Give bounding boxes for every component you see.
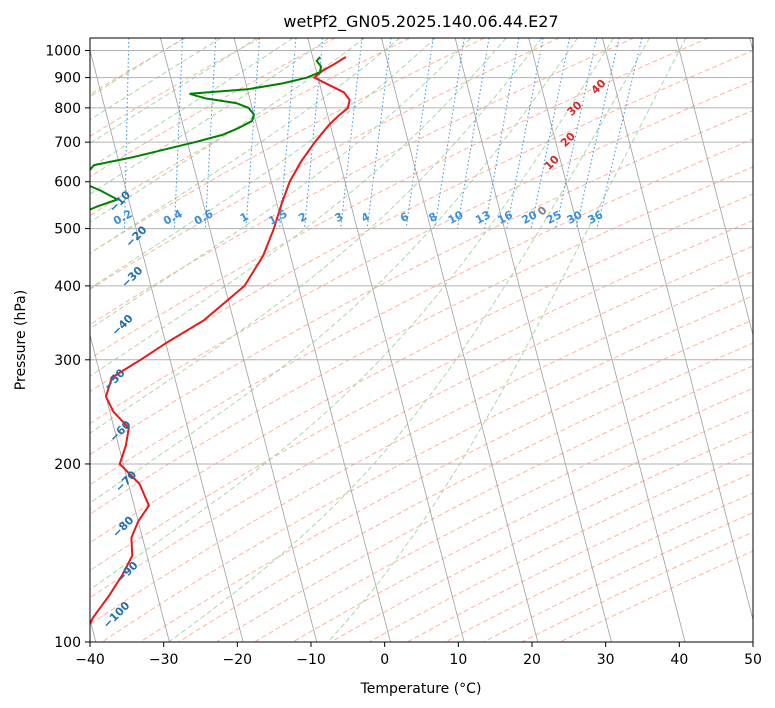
x-tick-label: 40	[670, 652, 688, 668]
dry-adiabat	[101, 295, 753, 642]
x-tick-label: −10	[296, 652, 326, 668]
moist-adiabat	[168, 38, 651, 642]
mixing-ratio-line	[530, 38, 571, 229]
mixing-ratio-line	[366, 38, 392, 229]
moist-adiabat	[90, 38, 507, 377]
x-tick-label: 10	[449, 652, 467, 668]
background-lines	[90, 38, 753, 642]
mixing-ratio-label: 13	[473, 208, 493, 227]
profiles	[90, 56, 351, 627]
mixing-ratio-line	[575, 38, 620, 229]
y-tick-label: 600	[54, 175, 81, 191]
mixing-ratio-label: 20	[520, 208, 540, 227]
y-tick-label: 800	[54, 101, 81, 117]
mixing-ratio-label: 16	[495, 208, 515, 227]
chart-title: wetPf2_GN05.2025.140.06.44.E27	[283, 12, 558, 32]
y-tick-label: 900	[54, 71, 81, 87]
x-tick-label: 0	[380, 652, 389, 668]
isotherm	[233, 38, 391, 642]
x-tick-label: −40	[75, 652, 105, 668]
isotherm	[602, 38, 753, 622]
isotherm	[90, 333, 170, 642]
dry-adiabat	[90, 245, 753, 599]
plot-frame	[89, 37, 754, 643]
isotherm	[307, 38, 465, 642]
dry-adiabat	[178, 342, 753, 642]
dry-adiabat	[90, 138, 753, 486]
dry-adiabat	[90, 109, 753, 456]
x-tick-label: −20	[223, 652, 253, 668]
y-tick-label: 500	[54, 222, 81, 238]
moist-adiabat	[90, 38, 471, 330]
isotherm	[528, 38, 686, 642]
dry-adiabat	[90, 38, 635, 326]
y-tick-label: 300	[54, 353, 81, 369]
dry-adiabat	[483, 512, 753, 642]
y-tick-label: 100	[54, 635, 81, 651]
y-axis-title: Pressure (hPa)	[13, 290, 29, 390]
moist-adiabat	[90, 38, 330, 195]
x-axis: −40 −30 −20 −10 0 10 20 30 40 50	[75, 642, 762, 668]
dry-adiabat	[90, 80, 753, 425]
temperature-profile	[90, 56, 351, 627]
mixing-ratio-line	[405, 38, 434, 229]
isotherm	[675, 38, 753, 337]
moist-adiabat	[90, 38, 543, 434]
mixing-ratio-line	[596, 38, 643, 229]
dry-adiabat	[90, 270, 753, 625]
dewpoint-profile	[90, 56, 323, 211]
y-tick-label: 1000	[45, 44, 81, 60]
x-tick-label: 30	[597, 652, 615, 668]
y-tick-label: 400	[54, 279, 81, 295]
dry-adiabat	[90, 219, 753, 572]
x-tick-label: −30	[149, 652, 179, 668]
mixing-ratio-line	[434, 38, 465, 229]
mixing-ratio-line	[506, 38, 544, 229]
pressure-gridlines	[90, 50, 753, 642]
y-tick-label: 700	[54, 135, 81, 151]
dry-adiabat	[521, 531, 753, 642]
isotherm	[381, 38, 539, 642]
x-tick-label: 20	[523, 652, 541, 668]
moist-adiabat	[90, 38, 365, 223]
dry-adiabat	[368, 451, 753, 642]
moist-adiabat	[90, 38, 436, 289]
moist-adiabat	[90, 38, 578, 504]
y-axis: 100 200 300 400 500 600 700 800 900 1000	[45, 44, 90, 651]
mixing-ratio-label: 25	[544, 208, 564, 227]
mixing-ratio-line	[456, 38, 490, 229]
y-tick-label: 200	[54, 457, 81, 473]
moist-adiabat	[90, 38, 294, 169]
moist-adiabat	[90, 38, 401, 254]
x-axis-title: Temperature (°C)	[360, 681, 482, 697]
mixing-ratio-label: 30	[565, 208, 585, 227]
dry-adiabat	[330, 430, 753, 642]
dry-adiabat	[90, 38, 336, 178]
dry-adiabat	[216, 365, 753, 642]
x-tick-label: 50	[744, 652, 762, 668]
mixing-ratio-line	[555, 38, 598, 229]
dry-adiabat	[407, 472, 753, 642]
mixing-ratio-line	[484, 38, 520, 229]
dry-adiabat	[90, 38, 709, 360]
mixing-ratio-label: 10	[446, 208, 466, 227]
isotherm	[454, 38, 612, 642]
isotherm	[90, 48, 244, 642]
isotherm	[160, 38, 318, 642]
mixing-ratio-label: 36	[586, 208, 606, 227]
dry-adiabat	[90, 193, 753, 544]
